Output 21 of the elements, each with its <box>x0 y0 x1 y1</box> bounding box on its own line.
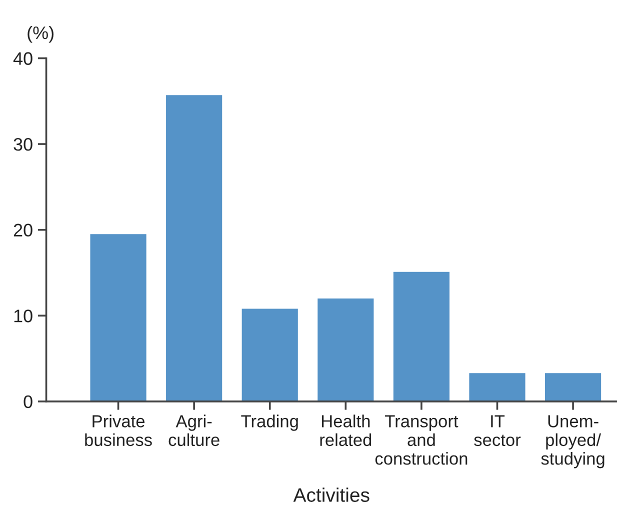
y-tick-label: 10 <box>14 310 32 322</box>
bar <box>318 298 374 402</box>
y-tick-label: 20 <box>14 224 32 237</box>
x-axis-title: Activities <box>293 488 370 502</box>
bar <box>166 95 222 402</box>
x-tick-label: Agri- culture <box>168 414 220 446</box>
y-tick-label: 40 <box>13 52 32 65</box>
x-tick-label: Unem- ployed/ studying <box>541 415 604 468</box>
y-axis-title: (%) <box>28 26 54 43</box>
bar <box>469 373 526 402</box>
y-tick-label: 0 <box>24 395 32 408</box>
y-tick-label: 30 <box>14 138 32 151</box>
x-tick-label: Private business <box>85 414 152 446</box>
x-tick-label: Health related <box>320 414 372 446</box>
bar <box>393 272 450 402</box>
bar <box>544 373 602 402</box>
x-tick-label: Transport and construction <box>375 415 468 465</box>
x-tick-label: IT sector <box>474 415 521 446</box>
bar <box>90 234 146 402</box>
bar <box>242 308 298 402</box>
x-tick-label: Trading <box>241 414 298 431</box>
